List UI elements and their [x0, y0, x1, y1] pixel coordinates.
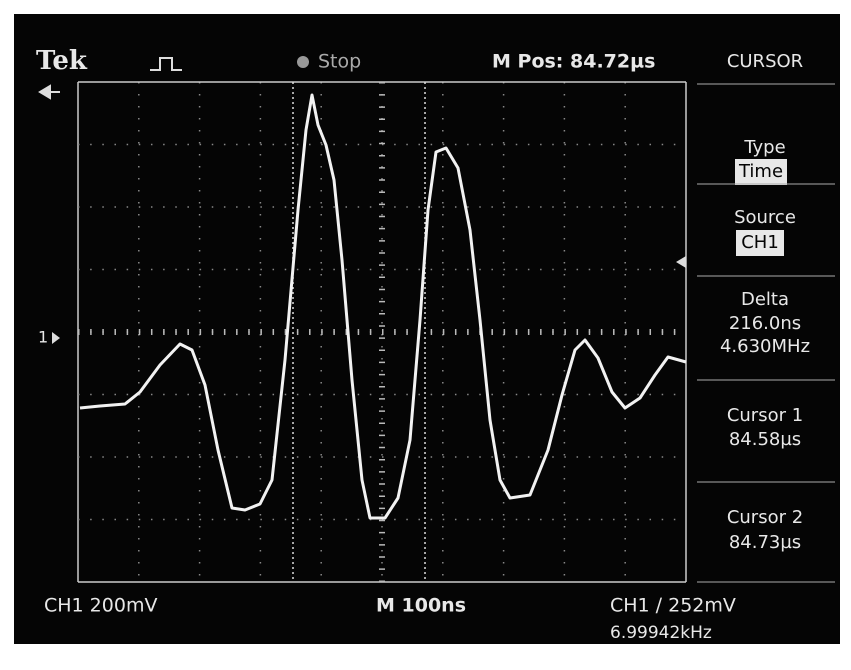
trigger-setting: CH1 ∕ 252mV — [610, 595, 736, 617]
channel-marker-arrow — [52, 332, 60, 344]
waveform-trace — [79, 93, 687, 520]
position: M Pos: 84.72µs — [492, 51, 655, 73]
menu-value[interactable]: Time — [738, 161, 783, 182]
menu-value[interactable]: CH1 — [741, 232, 779, 253]
menu-highlight — [736, 230, 784, 256]
trigger-icon — [150, 57, 182, 71]
menu-label: Cursor 1 — [727, 405, 803, 426]
menu-label: Source — [734, 207, 796, 228]
menu-label: Delta — [741, 289, 789, 310]
timebase: M 100ns — [376, 595, 466, 617]
channel-scale: CH1 200mV — [44, 595, 157, 617]
status: Stop — [318, 51, 361, 73]
menu-highlight — [735, 159, 787, 185]
side-menu: CURSOR Type Time Source CH1 Delta 216.0n… — [697, 51, 835, 583]
status-dot — [297, 56, 309, 68]
menu-label: Type — [743, 137, 785, 158]
menu-title: CURSOR — [727, 51, 803, 72]
trigger-level-arrow — [676, 256, 686, 268]
frequency: 6.99942kHz — [610, 623, 712, 643]
menu-value: 4.630MHz — [720, 336, 810, 357]
menu-value: 216.0ns — [729, 313, 801, 334]
channel-marker: 1 — [38, 328, 48, 347]
menu-label: Cursor 2 — [727, 507, 803, 528]
trigger-position-arrow — [38, 84, 60, 100]
screen-background — [14, 14, 840, 644]
brand: Tek — [36, 46, 88, 76]
menu-value: 84.58µs — [729, 429, 801, 450]
menu-value: 84.73µs — [729, 532, 801, 553]
